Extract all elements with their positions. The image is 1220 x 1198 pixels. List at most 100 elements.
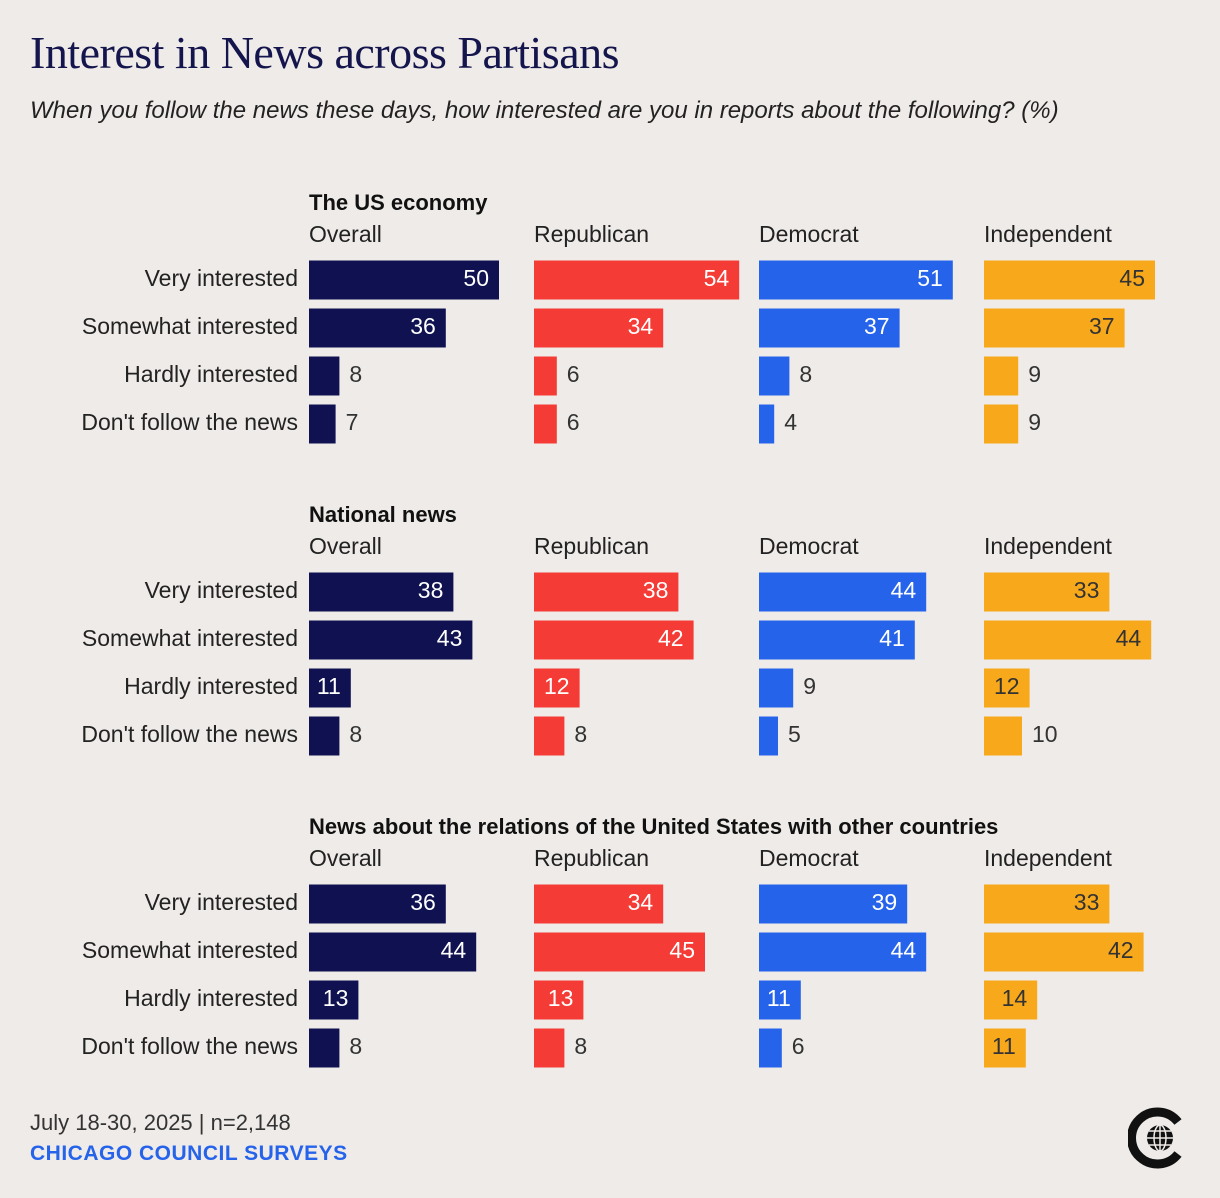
data-label: 37 <box>864 313 890 339</box>
data-label: 39 <box>872 889 898 915</box>
data-label: 36 <box>410 313 436 339</box>
bar-overall-hardly-interested <box>309 668 351 708</box>
bar-independent-somewhat-interested <box>984 620 1152 660</box>
data-label: 44 <box>1116 625 1142 651</box>
row-label-hardly-interested: Hardly interested <box>124 673 298 699</box>
bar-independent-don-t-follow-the-news <box>984 1028 1026 1068</box>
data-label: 12 <box>544 673 570 699</box>
bar-overall-somewhat-interested <box>309 308 446 348</box>
bar-republican-hardly-interested <box>534 668 580 708</box>
data-label: 5 <box>788 721 801 747</box>
bar-overall-don-t-follow-the-news <box>309 404 336 444</box>
data-label: 9 <box>1028 361 1041 387</box>
bar-independent-somewhat-interested <box>984 308 1125 348</box>
bar-democrat-very-interested <box>759 884 908 924</box>
data-label: 6 <box>792 1033 805 1059</box>
row-label-somewhat-interested: Somewhat interested <box>82 313 298 339</box>
data-label: 8 <box>349 721 362 747</box>
data-label: 12 <box>994 673 1020 699</box>
data-label: 6 <box>567 361 580 387</box>
row-label-don-t-follow-the-news: Don't follow the news <box>81 1033 298 1059</box>
data-label: 9 <box>803 673 816 699</box>
bar-overall-somewhat-interested <box>309 620 473 660</box>
bar-independent-hardly-interested <box>984 356 1019 396</box>
bar-republican-very-interested <box>534 260 740 300</box>
bar-overall-very-interested <box>309 884 446 924</box>
data-label: 34 <box>628 889 654 915</box>
bar-overall-somewhat-interested <box>309 932 477 972</box>
row-label-very-interested: Very interested <box>145 889 298 915</box>
bar-independent-very-interested <box>984 260 1155 300</box>
group-header-republican: Republican <box>534 221 649 247</box>
group-header-overall: Overall <box>309 533 382 559</box>
data-label: 38 <box>418 577 444 603</box>
group-header-overall: Overall <box>309 221 382 247</box>
row-label-hardly-interested: Hardly interested <box>124 985 298 1011</box>
chart-area: The US economy Very interested Somewhat in… <box>81 190 1155 1068</box>
bar-democrat-somewhat-interested <box>759 308 900 348</box>
data-label: 11 <box>767 985 791 1011</box>
bar-independent-hardly-interested <box>984 980 1038 1020</box>
bar-overall-very-interested <box>309 572 454 612</box>
group-header-democrat: Democrat <box>759 533 859 559</box>
row-label-somewhat-interested: Somewhat interested <box>82 625 298 651</box>
bar-overall-very-interested <box>309 260 499 300</box>
data-label: 44 <box>441 937 467 963</box>
data-label: 8 <box>799 361 812 387</box>
data-label: 37 <box>1089 313 1115 339</box>
row-label-don-t-follow-the-news: Don't follow the news <box>81 409 298 435</box>
data-label: 54 <box>704 265 730 291</box>
data-label: 13 <box>548 985 574 1011</box>
group-header-democrat: Democrat <box>759 845 859 871</box>
bar-overall-don-t-follow-the-news <box>309 716 340 756</box>
bar-overall-hardly-interested <box>309 356 340 396</box>
data-label: 51 <box>917 265 943 291</box>
bar-republican-don-t-follow-the-news <box>534 716 565 756</box>
survey-date: July 18-30, 2025 | n=2,148 <box>30 1110 291 1135</box>
group-header-independent: Independent <box>984 221 1113 247</box>
panel-title: The US economy <box>309 190 488 215</box>
bar-independent-hardly-interested <box>984 668 1030 708</box>
row-label-somewhat-interested: Somewhat interested <box>82 937 298 963</box>
bar-independent-don-t-follow-the-news <box>984 404 1019 444</box>
group-header-republican: Republican <box>534 845 649 871</box>
data-label: 4 <box>784 409 797 435</box>
data-label: 8 <box>574 721 587 747</box>
bar-democrat-hardly-interested <box>759 980 801 1020</box>
row-label-very-interested: Very interested <box>145 577 298 603</box>
data-label: 50 <box>463 265 489 291</box>
data-label: 42 <box>658 625 684 651</box>
bar-independent-don-t-follow-the-news <box>984 716 1022 756</box>
panel-title: News about the relations of the United S… <box>309 814 998 839</box>
bar-republican-don-t-follow-the-news <box>534 404 557 444</box>
data-label: 43 <box>437 625 463 651</box>
row-label-very-interested: Very interested <box>145 265 298 291</box>
data-label: 8 <box>349 1033 362 1059</box>
data-label: 36 <box>410 889 436 915</box>
chart-title: Interest in News across Partisans <box>30 27 620 78</box>
data-label: 13 <box>323 985 349 1011</box>
bar-democrat-somewhat-interested <box>759 620 915 660</box>
data-label: 44 <box>891 937 917 963</box>
bar-independent-very-interested <box>984 572 1110 612</box>
bar-democrat-don-t-follow-the-news <box>759 404 775 444</box>
group-header-democrat: Democrat <box>759 221 859 247</box>
data-label: 45 <box>669 937 695 963</box>
data-label: 9 <box>1028 409 1041 435</box>
bar-republican-hardly-interested <box>534 980 584 1020</box>
row-label-hardly-interested: Hardly interested <box>124 361 298 387</box>
bar-democrat-somewhat-interested <box>759 932 927 972</box>
data-label: 42 <box>1108 937 1134 963</box>
bar-democrat-very-interested <box>759 260 953 300</box>
bar-overall-don-t-follow-the-news <box>309 1028 340 1068</box>
bar-democrat-don-t-follow-the-news <box>759 716 778 756</box>
data-label: 8 <box>349 361 362 387</box>
data-label: 7 <box>346 409 359 435</box>
row-label-don-t-follow-the-news: Don't follow the news <box>81 721 298 747</box>
bar-republican-hardly-interested <box>534 356 557 396</box>
source-credit: CHICAGO COUNCIL SURVEYS <box>30 1142 348 1165</box>
group-header-overall: Overall <box>309 845 382 871</box>
bar-democrat-very-interested <box>759 572 927 612</box>
group-header-republican: Republican <box>534 533 649 559</box>
chart-subtitle: When you follow the news these days, how… <box>30 97 1059 124</box>
